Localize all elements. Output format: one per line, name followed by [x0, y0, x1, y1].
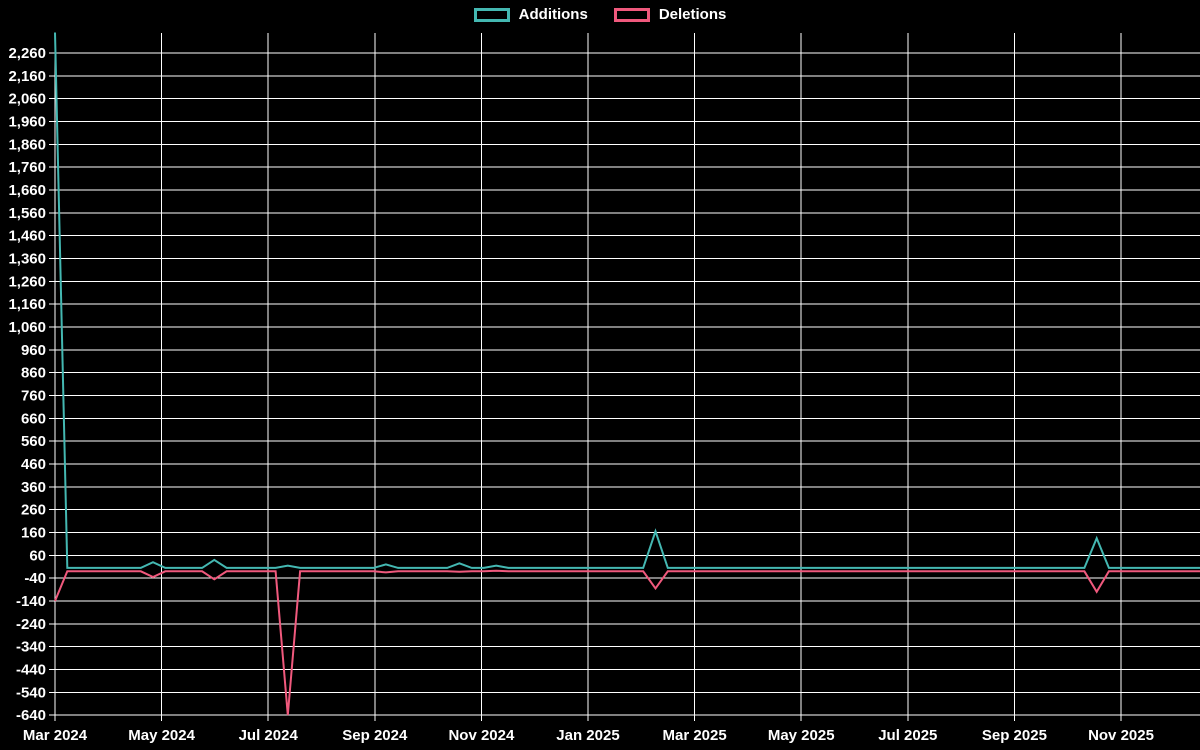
y-tick-label: -640 — [16, 707, 46, 724]
x-tick-label: Mar 2024 — [23, 727, 88, 744]
additions-color-swatch — [473, 7, 510, 22]
y-tick-label: 1,460 — [8, 228, 46, 245]
additions-line — [54, 32, 1200, 569]
y-tick-label: 1,760 — [8, 159, 46, 176]
y-tick-label: 260 — [21, 502, 46, 519]
y-tick-label: -240 — [16, 616, 46, 633]
legend-item-additions[interactable]: Additions — [473, 6, 588, 23]
x-tick-label: Nov 2024 — [448, 727, 515, 744]
y-tick-label: 1,360 — [8, 251, 46, 268]
chart-legend: Additions Deletions — [0, 6, 1200, 23]
y-tick-label: 460 — [21, 456, 46, 473]
y-tick-label: 960 — [21, 342, 46, 359]
y-tick-label: 1,660 — [8, 182, 46, 199]
x-tick-label: May 2024 — [128, 727, 195, 744]
y-tick-label: 1,160 — [8, 296, 46, 313]
deletions-color-swatch — [613, 7, 650, 22]
x-tick-label: Sep 2024 — [342, 727, 408, 744]
deletions-line — [54, 569, 1200, 716]
x-tick-label: Jul 2025 — [878, 727, 937, 744]
y-tick-label: 360 — [21, 479, 46, 496]
x-tick-label: Mar 2025 — [662, 727, 726, 744]
y-tick-label: 1,560 — [8, 205, 46, 222]
y-tick-label: 660 — [21, 410, 46, 427]
x-tick-label: Sep 2025 — [982, 727, 1047, 744]
y-tick-label: -340 — [16, 639, 46, 656]
x-tick-label: Jul 2024 — [239, 727, 299, 744]
y-tick-label: 860 — [21, 365, 46, 382]
x-tick-label: Nov 2025 — [1088, 727, 1154, 744]
y-tick-label: 2,260 — [8, 45, 46, 62]
y-tick-label: 1,960 — [8, 114, 46, 131]
y-tick-label: 160 — [21, 525, 46, 542]
y-tick-label: -40 — [24, 570, 46, 587]
x-tick-label: Jan 2025 — [556, 727, 619, 744]
y-tick-label: -440 — [16, 662, 46, 679]
x-tick-label: May 2025 — [768, 727, 835, 744]
y-tick-label: -140 — [16, 593, 46, 610]
legend-item-deletions[interactable]: Deletions — [613, 6, 727, 23]
legend-label-deletions: Deletions — [658, 6, 727, 23]
y-tick-label: -540 — [16, 684, 46, 701]
legend-label-additions: Additions — [518, 6, 588, 23]
y-tick-label: 2,060 — [8, 91, 46, 108]
y-tick-label: 1,260 — [8, 273, 46, 290]
y-tick-label: 2,160 — [8, 68, 46, 85]
y-tick-label: 560 — [21, 433, 46, 450]
y-tick-label: 1,060 — [8, 319, 46, 336]
y-tick-label: 1,860 — [8, 136, 46, 153]
y-tick-label: 60 — [29, 547, 46, 564]
y-tick-label: 760 — [21, 388, 46, 405]
